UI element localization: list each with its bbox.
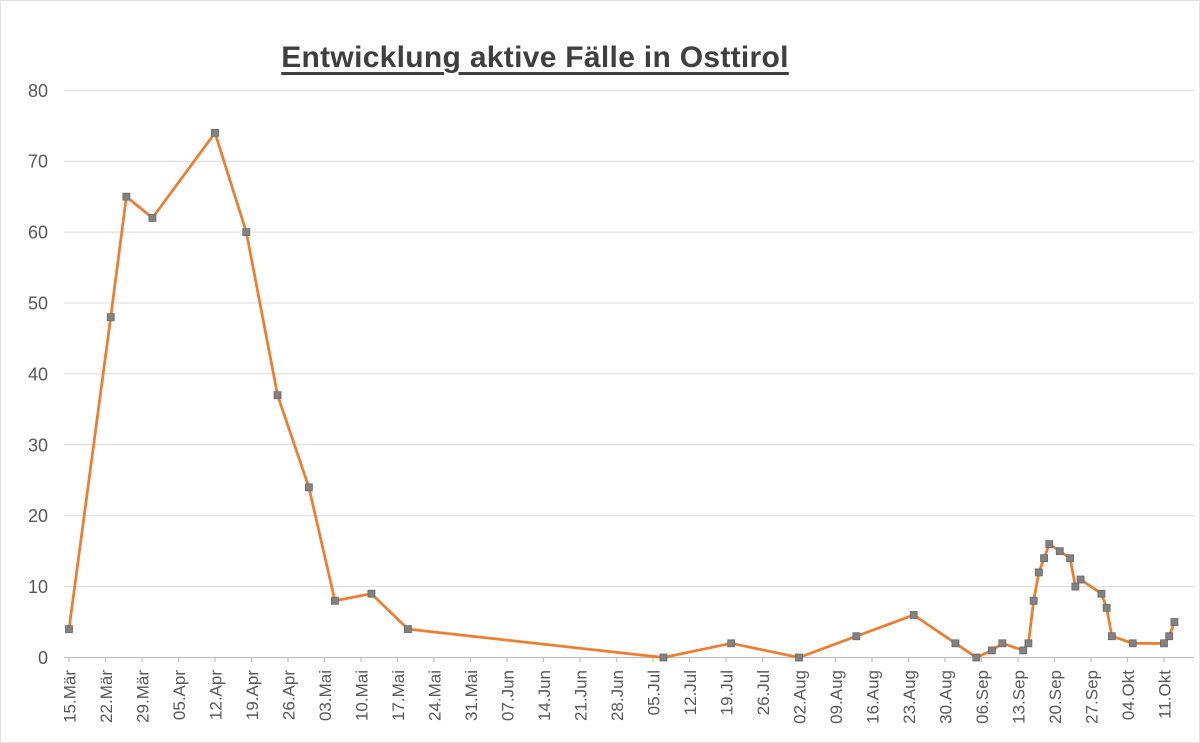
- y-tick-label: 50: [28, 294, 48, 314]
- x-tick-label: 10.Mai: [353, 670, 372, 721]
- x-tick-label: 20.Sep: [1046, 670, 1065, 724]
- x-tick-label: 30.Aug: [937, 670, 956, 724]
- data-point-marker: [1040, 554, 1048, 563]
- data-point-marker: [1034, 568, 1043, 577]
- data-point-marker: [148, 214, 157, 222]
- x-tick-label: 03.Mai: [316, 670, 335, 721]
- y-tick-label: 70: [28, 152, 48, 172]
- x-tick-label: 19.Apr: [243, 670, 262, 720]
- data-point-marker: [795, 653, 803, 662]
- data-point-marker: [1170, 618, 1179, 626]
- chart-title: Entwicklung aktive Fälle in Osttirol: [281, 41, 789, 74]
- x-tick-label: 23.Aug: [900, 670, 919, 724]
- data-point-marker: [273, 391, 282, 400]
- x-tick-label: 19.Jul: [718, 670, 737, 715]
- x-tick-label: 17.Mai: [389, 670, 408, 721]
- y-tick-label: 60: [28, 223, 48, 243]
- x-tick-label: 28.Jun: [608, 670, 627, 721]
- y-tick-label: 30: [28, 435, 48, 455]
- data-point-marker: [852, 632, 861, 641]
- data-point-marker: [1160, 639, 1168, 648]
- x-tick-label: 12.Jul: [681, 670, 700, 715]
- x-tick-label: 13.Sep: [1010, 670, 1029, 724]
- data-point-marker: [122, 192, 131, 201]
- data-point-marker: [988, 646, 996, 655]
- x-tick-label: 04.Okt: [1119, 670, 1138, 720]
- x-tick-label: 26.Apr: [280, 670, 299, 720]
- y-tick-label: 20: [28, 506, 48, 526]
- data-point-marker: [106, 313, 115, 322]
- data-point-marker: [951, 639, 960, 648]
- data-point-marker: [331, 596, 339, 605]
- x-tick-label: 05.Jul: [645, 670, 664, 715]
- x-tick-label: 24.Mai: [426, 670, 445, 721]
- x-tick-label: 22.Mär: [97, 670, 116, 723]
- data-point-marker: [1107, 632, 1116, 641]
- x-tick-label: 05.Apr: [170, 670, 189, 720]
- data-point-marker: [1019, 646, 1028, 655]
- x-tick-label: 27.Sep: [1083, 670, 1102, 724]
- data-point-marker: [1066, 554, 1075, 563]
- x-tick-label: 06.Sep: [973, 670, 992, 724]
- data-point-marker: [242, 228, 251, 237]
- x-tick-label: 31.Mai: [462, 670, 481, 721]
- data-point-marker: [1165, 632, 1174, 641]
- x-tick-label: 12.Apr: [207, 670, 226, 720]
- data-point-marker: [1128, 639, 1137, 648]
- data-point-marker: [972, 653, 981, 662]
- x-tick-label: 09.Aug: [827, 670, 846, 724]
- data-point-marker: [1055, 547, 1064, 556]
- data-point-marker: [1102, 603, 1111, 612]
- data-line: [67, 131, 1176, 659]
- data-point-marker: [1071, 582, 1080, 591]
- y-tick-label: 0: [38, 648, 48, 668]
- y-tick-label: 80: [28, 81, 48, 101]
- data-point-marker: [727, 639, 736, 648]
- data-point-marker: [304, 483, 313, 492]
- data-point-marker: [1076, 575, 1085, 584]
- data-point-marker: [1097, 589, 1106, 598]
- x-tick-label: 11.Okt: [1156, 670, 1175, 719]
- x-tick-label: 14.Jun: [535, 670, 554, 721]
- data-point-marker: [998, 639, 1007, 648]
- data-point-marker: [1024, 639, 1033, 648]
- x-tick-label: 26.Jul: [754, 670, 773, 715]
- data-point-marker: [659, 653, 668, 662]
- x-tick-label: 02.Aug: [791, 670, 810, 724]
- y-tick-label: 40: [28, 364, 48, 384]
- x-tick-label: 21.Jun: [572, 670, 591, 721]
- data-point-marker: [1029, 596, 1038, 605]
- x-tick-label: 07.Jun: [499, 670, 518, 721]
- data-point-marker: [65, 625, 73, 634]
- y-tick-label: 10: [28, 577, 48, 597]
- data-point-marker: [211, 128, 219, 137]
- data-point-marker: [1045, 540, 1054, 548]
- data-point-marker: [404, 625, 412, 634]
- x-tick-label: 16.Aug: [864, 670, 883, 724]
- x-tick-label: 29.Mär: [134, 670, 153, 723]
- x-tick-label: 15.Mär: [61, 670, 80, 723]
- data-point-marker: [909, 611, 918, 619]
- data-point-marker: [367, 589, 376, 598]
